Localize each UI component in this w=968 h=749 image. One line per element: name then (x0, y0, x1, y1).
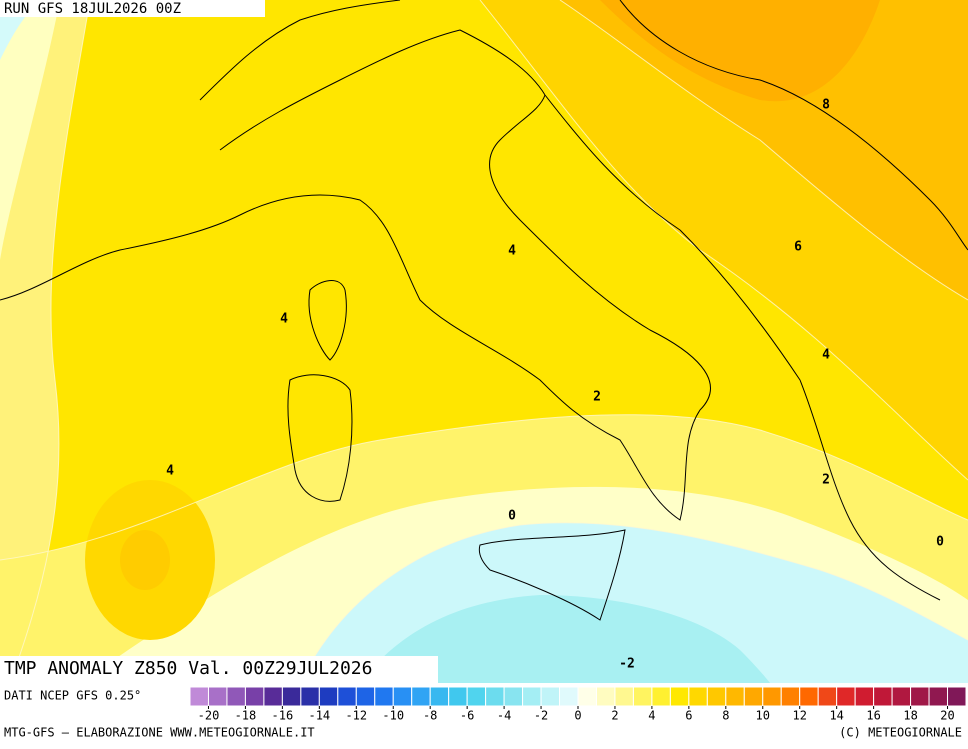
colorbar-swatch (448, 686, 468, 707)
colorbar-label: 2 (611, 709, 618, 723)
colorbar-label: 10 (756, 709, 770, 723)
colorbar-swatch (281, 686, 302, 707)
contour-label: 4 (822, 348, 830, 363)
colorbar-swatch (577, 686, 597, 707)
colorbar-label: -18 (235, 709, 257, 723)
colorbar-swatch (337, 686, 357, 707)
contour-label: 4 (280, 312, 288, 327)
colorbar-swatch (207, 686, 228, 707)
colorbar-label: -12 (345, 709, 367, 723)
colorbar-swatch (651, 686, 671, 707)
contour-label: 2 (593, 390, 601, 405)
colorbar-label: -10 (382, 709, 404, 723)
footer-right: (C) METEOGIORNALE (839, 726, 962, 740)
colorbar-swatch (522, 686, 542, 707)
colorbar-swatch (466, 686, 487, 707)
source-label: DATI NCEP GFS 0.25° (4, 689, 141, 703)
colorbar-label: -6 (460, 709, 474, 723)
colorbar-label: -8 (423, 709, 437, 723)
colorbar-swatch (355, 686, 376, 707)
colorbar-label: 12 (792, 709, 806, 723)
colorbar-swatch (817, 686, 838, 707)
contour-label: 4 (508, 244, 516, 259)
colorbar-swatch (780, 686, 801, 707)
title-box (0, 656, 438, 683)
colorbar-label: 0 (574, 709, 581, 723)
colorbar-swatch (669, 686, 690, 707)
map-title: TMP ANOMALY Z850 Val. 00Z29JUL2026 (4, 658, 372, 679)
contour-labels: 8 6 4 4 4 4 2 2 0 0 -2 (166, 98, 944, 672)
colorbar-swatch (836, 686, 856, 707)
contour-label: 8 (822, 98, 830, 113)
colorbar-swatch (854, 686, 875, 707)
coastlines (0, 0, 968, 621)
colorbar-swatch (485, 686, 505, 707)
colorbar-swatch (595, 686, 616, 707)
colorbar-swatch (226, 686, 246, 707)
colorbar-swatch (873, 686, 893, 707)
colorbar-swatch (799, 686, 819, 707)
colorbar-swatch (762, 686, 782, 707)
footer-left: MTG-GFS — ELABORAZIONE WWW.METEOGIORNALE… (4, 726, 315, 740)
colorbar-swatch (706, 686, 727, 707)
colorbar-swatch (189, 686, 209, 707)
colorbar-swatch (910, 686, 930, 707)
colorbar-swatch (263, 686, 283, 707)
colorbar-swatch (244, 686, 265, 707)
contour-label: 2 (822, 473, 830, 488)
colorbar-swatch (503, 686, 524, 707)
colorbar-swatch (411, 686, 431, 707)
colorbar-swatch (614, 686, 634, 707)
header-box (0, 0, 265, 17)
colorbar-label: 14 (829, 709, 843, 723)
colorbar-swatch (559, 686, 579, 707)
colorbar-swatch (374, 686, 394, 707)
contour-label: 0 (508, 509, 516, 524)
colorbar: -20 -18 -16 -14 -12 -10 -8 -6 -4 -2 0 2 4 6 8 10 12 14 16 1… (189, 686, 967, 723)
colorbar-label: 6 (685, 709, 692, 723)
colorbar-label: 8 (722, 709, 729, 723)
colorbar-swatch (318, 686, 339, 707)
contour-label: 0 (936, 535, 944, 550)
run-label: RUN GFS 18JUL2026 00Z (4, 1, 181, 17)
contour-label: -2 (619, 657, 635, 672)
colorbar-label: 20 (940, 709, 954, 723)
colorbar-swatch (928, 686, 949, 707)
colorbar-swatch (540, 686, 561, 707)
colorbar-swatch (947, 686, 967, 707)
colorbar-swatch (743, 686, 764, 707)
colorbar-swatch (891, 686, 912, 707)
contour-label: 6 (794, 240, 802, 255)
colorbar-swatch (688, 686, 708, 707)
temperature-field (0, 0, 968, 683)
colorbar-swatch (725, 686, 745, 707)
contour-label: 4 (166, 464, 174, 479)
colorbar-label: -16 (272, 709, 294, 723)
colorbar-label: -20 (198, 709, 220, 723)
colorbar-label: 18 (903, 709, 917, 723)
colorbar-swatch (300, 686, 320, 707)
colorbar-label: -14 (308, 709, 330, 723)
colorbar-label: 4 (648, 709, 655, 723)
colorbar-swatch (392, 686, 413, 707)
colorbar-swatch (429, 686, 450, 707)
colorbar-swatch (632, 686, 653, 707)
colorbar-label: -4 (497, 709, 511, 723)
colorbar-label: 16 (866, 709, 880, 723)
colorbar-label: -2 (534, 709, 548, 723)
